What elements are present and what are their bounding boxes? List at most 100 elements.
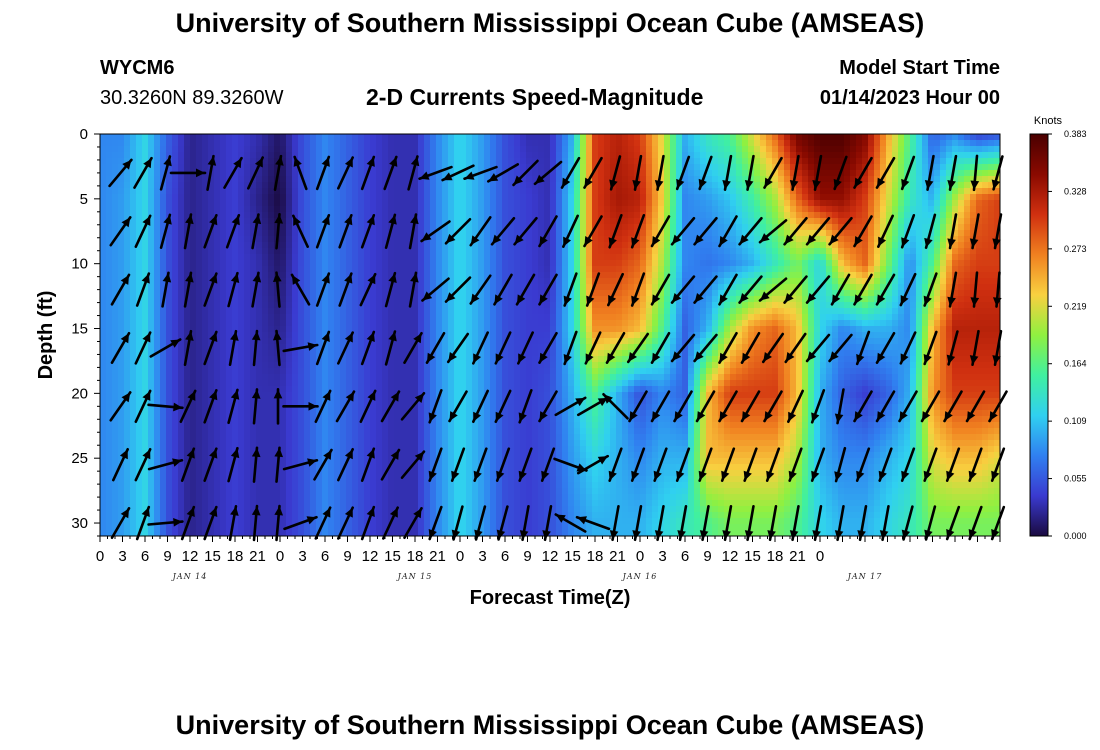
heatmap-cell [448,272,455,279]
heatmap-cell [970,200,977,207]
heatmap-cell [928,200,935,207]
heatmap-cell [838,158,845,165]
heatmap-cell [784,140,791,147]
heatmap-cell [778,308,785,315]
heatmap-cell [544,224,551,231]
heatmap-cell [616,134,623,141]
heatmap-cell [148,320,155,327]
heatmap-cell [328,242,335,249]
heatmap-cell [604,314,611,321]
heatmap-cell [544,200,551,207]
heatmap-cell [964,308,971,315]
heatmap-cell [766,224,773,231]
heatmap-cell [430,152,437,159]
heatmap-cell [712,260,719,267]
heatmap-cell [220,290,227,297]
heatmap-cell [442,254,449,261]
heatmap-cell [178,194,185,201]
heatmap-cell [376,224,383,231]
heatmap-cell [964,212,971,219]
heatmap-cell [856,230,863,237]
heatmap-cell [922,188,929,195]
heatmap-cell [370,266,377,273]
heatmap-cell [322,242,329,249]
heatmap-cell [616,224,623,231]
heatmap-cell [628,272,635,279]
heatmap-cell [484,158,491,165]
heatmap-cell [598,206,605,213]
heatmap-cell [646,308,653,315]
heatmap-cell [412,194,419,201]
heatmap-cell [364,260,371,267]
heatmap-cell [664,134,671,141]
heatmap-cell [466,176,473,183]
heatmap-cell [250,152,257,159]
heatmap-cell [544,206,551,213]
heatmap-cell [520,314,527,321]
heatmap-cell [226,260,233,267]
heatmap-cell [610,224,617,231]
heatmap-cell [736,134,743,141]
heatmap-cell [880,320,887,327]
heatmap-cell [700,188,707,195]
heatmap-cell [832,266,839,273]
heatmap-cell [478,242,485,249]
heatmap-cell [982,320,989,327]
heatmap-cell [970,140,977,147]
heatmap-cell [694,308,701,315]
heatmap-cell [124,194,131,201]
heatmap-cell [604,236,611,243]
heatmap-cell [694,230,701,237]
heatmap-cell [226,164,233,171]
heatmap-cell [526,212,533,219]
heatmap-cell [112,284,119,291]
heatmap-cell [862,254,869,261]
heatmap-cell [628,266,635,273]
heatmap-cell [148,254,155,261]
heatmap-cell [298,146,305,153]
heatmap-cell [952,302,959,309]
heatmap-cell [460,182,467,189]
heatmap-cell [934,200,941,207]
heatmap-cell [346,302,353,309]
heatmap-cell [736,176,743,183]
heatmap-cell [190,206,197,213]
heatmap-cell [442,224,449,231]
heatmap-cell [310,314,317,321]
heatmap-cell [382,260,389,267]
heatmap-cell [178,326,185,333]
heatmap-cell [844,236,851,243]
heatmap-cell [202,206,209,213]
heatmap-cell [658,254,665,261]
heatmap-cell [634,194,641,201]
heatmap-cell [592,200,599,207]
heatmap-cell [808,284,815,291]
heatmap-cell [382,290,389,297]
heatmap-cell [430,212,437,219]
heatmap-cell [358,170,365,177]
heatmap-cell [472,134,479,141]
heatmap-cell [544,236,551,243]
heatmap-cell [832,230,839,237]
heatmap-cell [556,302,563,309]
heatmap-cell [514,218,521,225]
heatmap-cell [646,314,653,321]
heatmap-cell [886,170,893,177]
heatmap-cell [922,140,929,147]
heatmap-cell [298,254,305,261]
heatmap-cell [670,302,677,309]
heatmap-cell [334,140,341,147]
heatmap-cell [700,224,707,231]
heatmap-cell [400,272,407,279]
heatmap-cell [802,320,809,327]
heatmap-cell [316,302,323,309]
heatmap-cell [790,314,797,321]
heatmap-cell [166,176,173,183]
heatmap-cell [958,230,965,237]
heatmap-cell [838,176,845,183]
heatmap-cell [574,164,581,171]
heatmap-cell [688,260,695,267]
heatmap-cell [346,272,353,279]
heatmap-cell [400,260,407,267]
heatmap-cell [346,212,353,219]
